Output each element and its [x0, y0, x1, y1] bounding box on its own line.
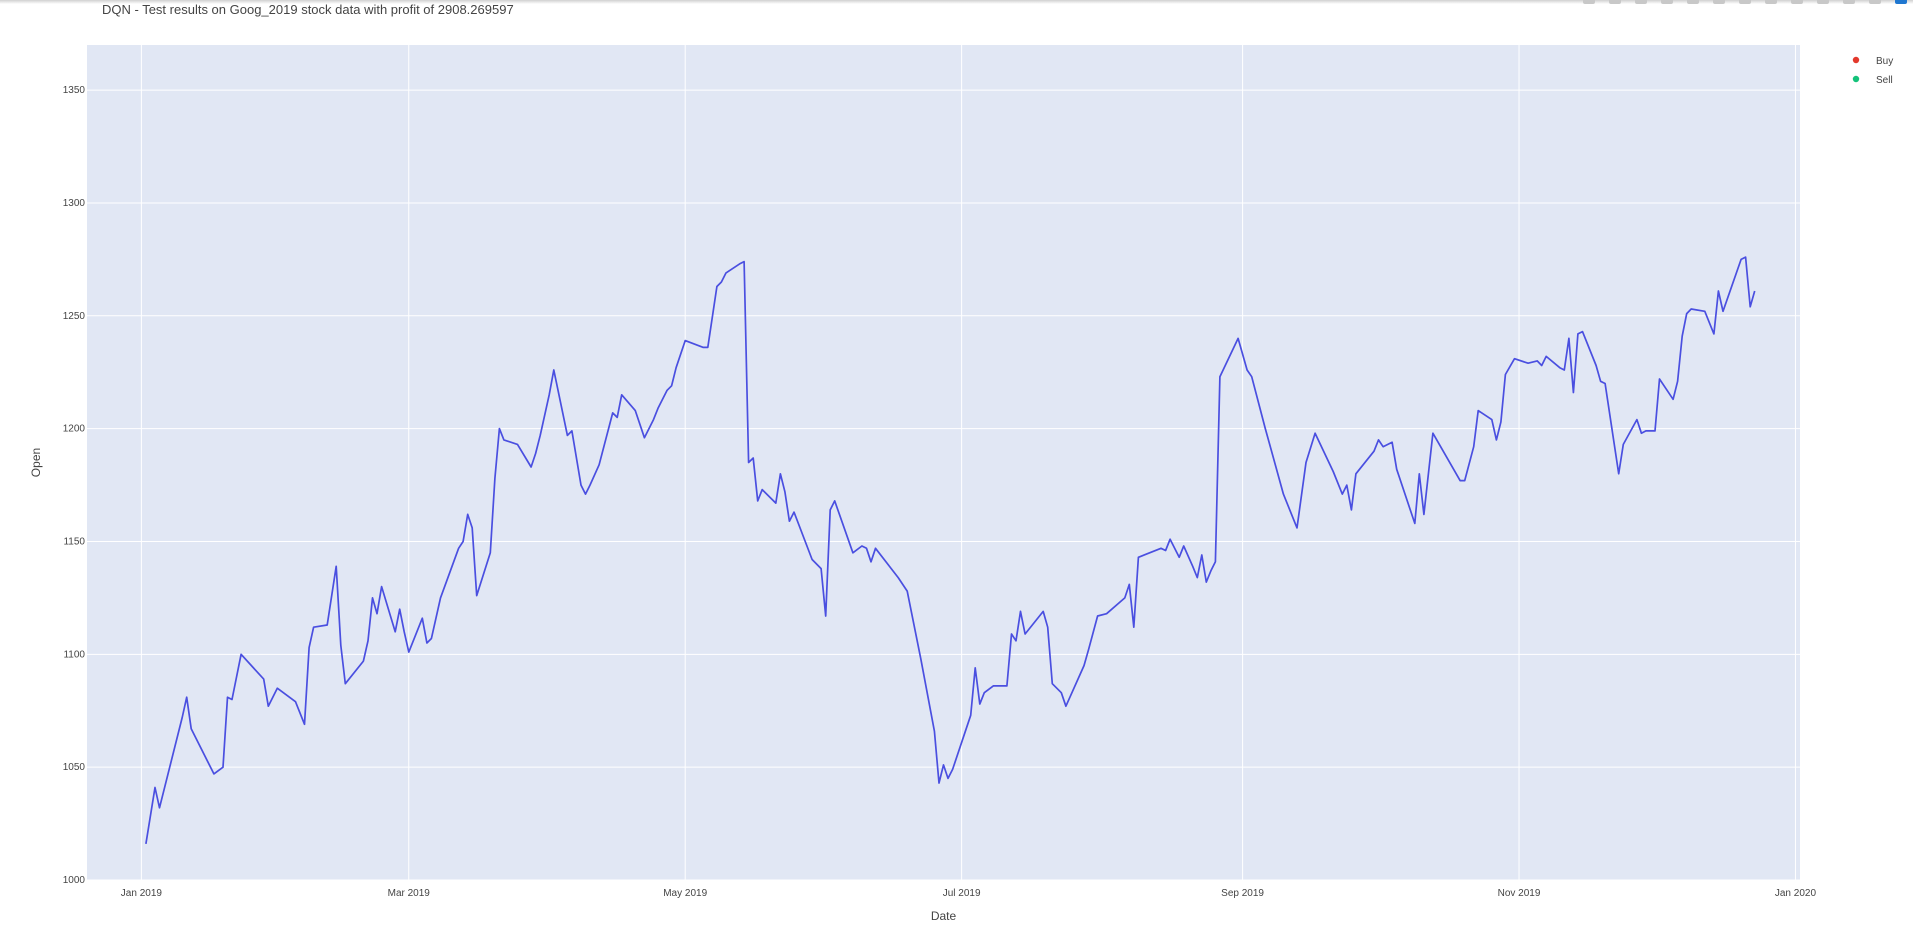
open-price-line [145, 256, 1756, 845]
zoom-icon[interactable] [1609, 0, 1621, 4]
grid-lines [87, 45, 1800, 881]
legend-marker-buy[interactable] [1852, 56, 1860, 64]
y-tick-label: 1300 [63, 198, 86, 209]
legend-label-buy[interactable]: Buy [1876, 56, 1893, 67]
pan-icon[interactable] [1635, 0, 1647, 4]
reset-icon[interactable] [1791, 0, 1803, 4]
plot-area[interactable] [87, 45, 1800, 880]
x-tick-label: May 2019 [663, 888, 707, 899]
plot-modebar[interactable] [1553, 0, 1913, 6]
x-tick-label: Nov 2019 [1498, 888, 1541, 899]
y-axis-ticks: 1000 1050 1100 1150 1200 1250 1300 1350 [63, 85, 86, 886]
y-tick-label: 1050 [63, 762, 86, 773]
zoom-in-icon[interactable] [1713, 0, 1725, 4]
hover-compare-icon[interactable] [1869, 0, 1881, 4]
x-tick-label: Mar 2019 [388, 888, 431, 899]
y-tick-label: 1350 [63, 85, 86, 96]
x-tick-label: Jan 2019 [121, 888, 163, 899]
lasso-icon[interactable] [1687, 0, 1699, 4]
camera-icon[interactable] [1583, 0, 1595, 4]
zoom-out-icon[interactable] [1739, 0, 1751, 4]
y-tick-label: 1000 [63, 875, 86, 886]
y-tick-label: 1200 [63, 424, 86, 435]
plotly-logo-icon[interactable] [1895, 0, 1907, 4]
legend-marker-sell[interactable] [1852, 75, 1860, 83]
legend[interactable]: Buy Sell [1852, 56, 1893, 86]
x-axis-ticks: Jan 2019 Mar 2019 May 2019 Jul 2019 Sep 2019… [121, 888, 1817, 899]
window-top-shadow [0, 0, 1913, 4]
x-axis-title: Date [931, 909, 957, 923]
x-tick-label: Jan 2020 [1775, 888, 1817, 899]
x-tick-label: Sep 2019 [1221, 888, 1264, 899]
spike-icon[interactable] [1817, 0, 1829, 4]
select-icon[interactable] [1661, 0, 1673, 4]
y-tick-label: 1100 [63, 649, 85, 660]
hover-closest-icon[interactable] [1843, 0, 1855, 4]
y-tick-label: 1250 [63, 311, 86, 322]
x-tick-label: Jul 2019 [943, 888, 981, 899]
y-tick-label: 1150 [63, 536, 85, 547]
chart-title: DQN - Test results on Goog_2019 stock da… [102, 2, 514, 17]
legend-label-sell[interactable]: Sell [1876, 75, 1893, 86]
y-axis-title: Open [29, 448, 43, 477]
autoscale-icon[interactable] [1765, 0, 1777, 4]
